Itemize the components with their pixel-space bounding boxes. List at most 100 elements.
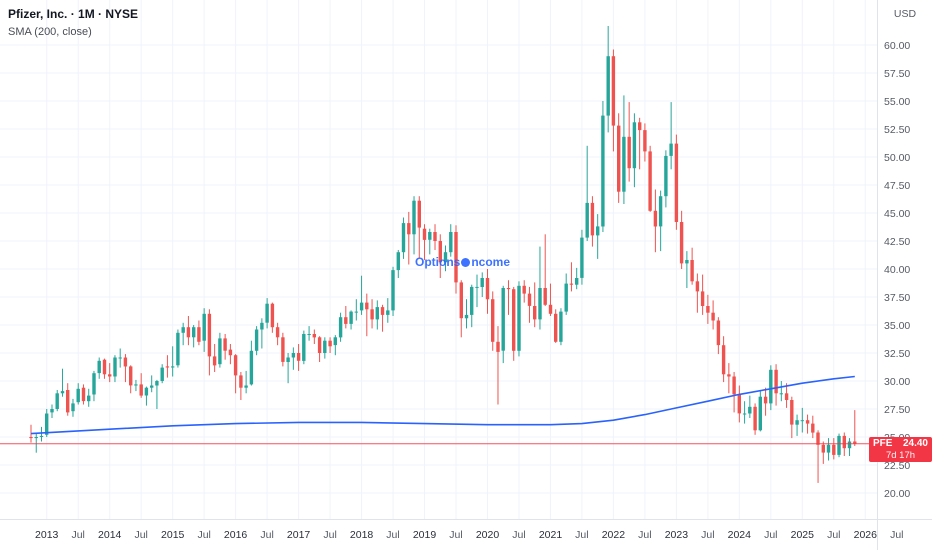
candle[interactable] bbox=[706, 306, 710, 313]
candle[interactable] bbox=[171, 366, 175, 368]
candle[interactable] bbox=[638, 122, 642, 131]
candle[interactable] bbox=[407, 223, 411, 235]
candle[interactable] bbox=[533, 306, 537, 320]
candle[interactable] bbox=[129, 366, 133, 386]
candle[interactable] bbox=[800, 420, 804, 422]
candle[interactable] bbox=[559, 311, 563, 342]
candle[interactable] bbox=[260, 322, 264, 330]
candle[interactable] bbox=[160, 367, 164, 381]
candle[interactable] bbox=[102, 359, 107, 375]
candle[interactable] bbox=[596, 226, 600, 236]
candle[interactable] bbox=[622, 136, 626, 192]
candle[interactable] bbox=[123, 357, 128, 367]
candle[interactable] bbox=[501, 288, 505, 351]
candle[interactable] bbox=[611, 56, 616, 126]
candle[interactable] bbox=[139, 384, 143, 396]
candle[interactable] bbox=[454, 232, 458, 283]
candle[interactable] bbox=[685, 260, 689, 264]
candle[interactable] bbox=[464, 314, 469, 319]
candle[interactable] bbox=[554, 313, 558, 342]
candle[interactable] bbox=[648, 151, 652, 211]
candle[interactable] bbox=[108, 374, 112, 377]
candle[interactable] bbox=[270, 303, 275, 328]
candle[interactable] bbox=[585, 202, 589, 238]
candle[interactable] bbox=[134, 384, 138, 386]
candle[interactable] bbox=[470, 286, 474, 315]
candle[interactable] bbox=[459, 282, 463, 319]
candle[interactable] bbox=[45, 413, 49, 435]
candle[interactable] bbox=[186, 327, 191, 338]
candle[interactable] bbox=[716, 320, 721, 346]
candle[interactable] bbox=[87, 395, 91, 402]
candle[interactable] bbox=[816, 432, 820, 445]
candle[interactable] bbox=[627, 136, 631, 169]
candle[interactable] bbox=[737, 394, 741, 414]
candle[interactable] bbox=[417, 200, 421, 228]
candle[interactable] bbox=[349, 311, 353, 324]
candle[interactable] bbox=[475, 286, 479, 288]
candle[interactable] bbox=[491, 299, 495, 342]
candle[interactable] bbox=[643, 130, 647, 152]
candle[interactable] bbox=[92, 373, 96, 395]
candle[interactable] bbox=[480, 278, 484, 287]
candle[interactable] bbox=[244, 385, 248, 388]
candle[interactable] bbox=[690, 260, 694, 282]
candle[interactable] bbox=[837, 435, 841, 455]
candle[interactable] bbox=[617, 125, 621, 192]
candle[interactable] bbox=[496, 341, 500, 352]
candle[interactable] bbox=[254, 329, 259, 351]
candle[interactable] bbox=[265, 303, 269, 323]
candle[interactable] bbox=[784, 393, 789, 400]
candle[interactable] bbox=[39, 435, 44, 437]
candle[interactable] bbox=[758, 396, 762, 431]
candle[interactable] bbox=[790, 400, 794, 425]
candle[interactable] bbox=[97, 360, 101, 374]
candle[interactable] bbox=[228, 349, 233, 356]
candle[interactable] bbox=[359, 302, 364, 311]
candle[interactable] bbox=[50, 409, 54, 413]
candle[interactable] bbox=[669, 143, 673, 156]
candle[interactable] bbox=[711, 312, 715, 321]
candle[interactable] bbox=[291, 353, 296, 358]
candle[interactable] bbox=[422, 228, 427, 240]
candle[interactable] bbox=[606, 56, 610, 116]
candle[interactable] bbox=[275, 327, 280, 338]
candle[interactable] bbox=[328, 340, 332, 347]
candle[interactable] bbox=[113, 357, 117, 377]
candle[interactable] bbox=[239, 375, 243, 388]
candle[interactable] bbox=[401, 223, 406, 253]
candle[interactable] bbox=[380, 307, 385, 315]
candle[interactable] bbox=[543, 288, 547, 305]
candle[interactable] bbox=[202, 313, 206, 341]
sma-line[interactable] bbox=[30, 375, 855, 435]
candle[interactable] bbox=[580, 237, 584, 278]
candle[interactable] bbox=[449, 232, 453, 253]
candle[interactable] bbox=[601, 115, 605, 227]
candle[interactable] bbox=[370, 309, 374, 320]
candle[interactable] bbox=[81, 387, 86, 402]
candle[interactable] bbox=[769, 369, 773, 404]
candle[interactable] bbox=[569, 283, 574, 285]
candle[interactable] bbox=[181, 327, 185, 333]
symbol-title[interactable]: Pfizer, Inc. · 1M · NYSE bbox=[8, 7, 139, 21]
candle[interactable] bbox=[438, 241, 442, 263]
candle[interactable] bbox=[354, 311, 358, 313]
candle[interactable] bbox=[386, 310, 390, 315]
candle[interactable] bbox=[575, 278, 579, 285]
candle[interactable] bbox=[150, 385, 154, 388]
candle[interactable] bbox=[344, 317, 348, 324]
candle[interactable] bbox=[412, 200, 416, 235]
candle[interactable] bbox=[34, 437, 38, 439]
candle[interactable] bbox=[296, 353, 301, 361]
candle[interactable] bbox=[396, 252, 400, 271]
candle[interactable] bbox=[176, 332, 180, 366]
time-axis-scale[interactable] bbox=[0, 520, 932, 550]
candle[interactable] bbox=[779, 393, 783, 395]
candle[interactable] bbox=[826, 444, 831, 453]
candle[interactable] bbox=[197, 327, 201, 342]
candle[interactable] bbox=[847, 441, 852, 449]
candle[interactable] bbox=[212, 356, 217, 366]
indicator-legend-sma[interactable]: SMA (200, close) bbox=[8, 26, 92, 38]
candle[interactable] bbox=[517, 285, 521, 351]
